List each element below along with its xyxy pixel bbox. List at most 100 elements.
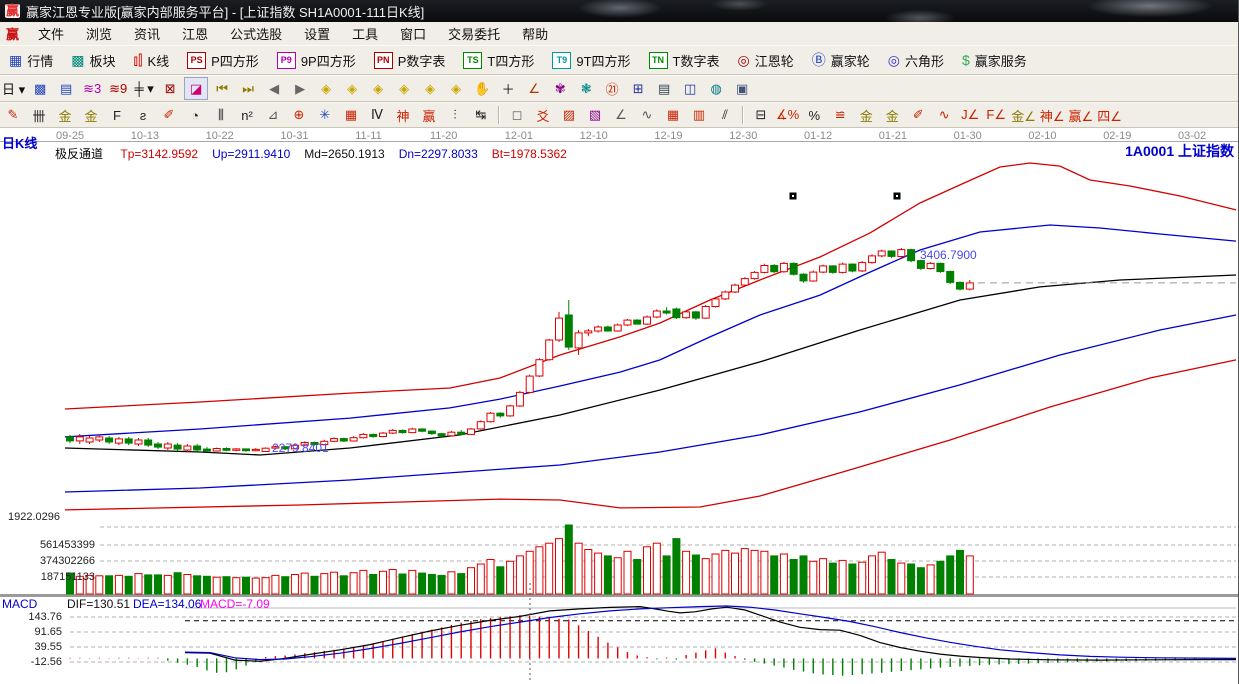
hash-ruler-tool[interactable]: 卌 <box>32 108 46 124</box>
gann-frame-button[interactable]: ⊠ <box>164 80 176 96</box>
zoom-right-button[interactable]: ◈ <box>347 80 358 96</box>
memo-button[interactable]: ▤ <box>657 80 671 96</box>
red-grid-tool[interactable]: ▦ <box>666 107 680 122</box>
wave-9-button[interactable]: ≋9 <box>109 80 128 96</box>
n-squared-tool[interactable]: n² <box>241 107 253 123</box>
gann-shape-button[interactable]: ✾ <box>554 80 566 96</box>
gann-wheel-button[interactable]: ◎ 江恩轮 <box>728 48 802 72</box>
span-arrow-tool[interactable]: ↹ <box>475 107 487 122</box>
trend-angle-tool[interactable]: ∠ <box>615 107 627 122</box>
cycle-shape-button[interactable]: ❃ <box>580 80 592 96</box>
calendar-button[interactable]: ㉑ <box>605 82 619 97</box>
wave-3-button[interactable]: ≋3 <box>83 80 102 96</box>
grid-target-tool[interactable]: ▦ <box>344 107 358 122</box>
fit-screen-button[interactable]: ◈ <box>451 80 462 96</box>
crosshair-button[interactable]: ＋ <box>501 82 515 97</box>
shen-angle-tool[interactable]: 神∠ <box>1039 108 1065 124</box>
zigzag-tool[interactable]: ∿ <box>641 107 653 122</box>
prev-bar-button[interactable]: ◀ <box>269 80 280 96</box>
curve-overlay-button[interactable]: ▩ <box>33 80 47 96</box>
target-circle-tool[interactable]: ⊕ <box>293 107 305 122</box>
wave-overlay-tool[interactable]: ∿ <box>938 107 950 122</box>
candle-style-dropdown[interactable]: ╪ ▾ <box>134 80 154 96</box>
9p-square-button[interactable]: P9 9P四方形 <box>268 48 365 72</box>
last-bar-button[interactable]: ⏭ <box>242 80 254 96</box>
angle-percent-tool[interactable]: ∡% <box>776 107 800 122</box>
gold-circle-tool[interactable]: 金 <box>859 108 873 124</box>
winner-wheel-button[interactable]: Ⓑ 赢家轮 <box>803 48 879 72</box>
remote-pc-button[interactable]: ▣ <box>735 80 749 96</box>
menu-news[interactable]: 资讯 <box>134 27 161 42</box>
expand-all-button[interactable]: ◈ <box>425 80 436 96</box>
percent-tool[interactable]: % <box>808 107 820 123</box>
gold-ruler-2-tool[interactable]: 金 <box>84 108 98 124</box>
mirror-line-tool[interactable]: ⊿ <box>267 107 279 122</box>
kv-mark-tool[interactable]: Ⅳ <box>371 107 383 122</box>
expand-horizontal-button[interactable]: ◈ <box>373 80 384 96</box>
red-grid-2-tool[interactable]: ▥ <box>692 107 706 122</box>
j-angle-tool[interactable]: J∠ <box>961 107 980 122</box>
menu-browse[interactable]: 浏览 <box>86 27 113 42</box>
info-list-button[interactable]: ▤ <box>59 80 73 96</box>
marker-pen-tool[interactable]: ✐ <box>163 107 175 122</box>
web-update-button[interactable]: ◍ <box>710 80 722 96</box>
parallel-lines-tool[interactable]: ⫽ <box>722 107 728 122</box>
first-bar-button[interactable]: ⏮ <box>216 80 228 96</box>
pan-hand-button[interactable]: ✋ <box>474 80 491 96</box>
menu-settings[interactable]: 设置 <box>304 27 331 42</box>
volume-bar <box>212 576 221 595</box>
p-square-button[interactable]: PS P四方形 <box>178 48 268 72</box>
t-number-table-button[interactable]: TN T数字表 <box>640 48 729 72</box>
shen-lines-tool[interactable]: 神 <box>396 108 410 124</box>
menu-file[interactable]: 文件 <box>38 27 65 42</box>
date-tick-label: 12-10 <box>579 130 608 142</box>
p-number-table-button[interactable]: PN P数字表 <box>365 48 455 72</box>
zoom-left-button[interactable]: ◈ <box>321 80 332 96</box>
period-dropdown[interactable]: 日 ▾ <box>2 82 26 97</box>
kline-button[interactable]: ⫾⫿ K线 <box>125 48 179 72</box>
menu-gann[interactable]: 江恩 <box>182 27 209 42</box>
fan-square-tool[interactable]: ▧ <box>588 107 602 122</box>
gold-ruler-1-tool[interactable]: 金 <box>58 108 72 124</box>
hexagon-icon: ◎ <box>887 52 900 68</box>
gold-angle-tool[interactable]: 金∠ <box>1011 108 1036 124</box>
count-ruler-tool[interactable]: ⫶ <box>453 107 457 122</box>
menu-tools[interactable]: 工具 <box>352 27 379 42</box>
f-angle-tool[interactable]: F∠ <box>986 107 1007 122</box>
ying-lines-tool[interactable]: 赢 <box>422 108 436 124</box>
9t-square-button[interactable]: T9 9T四方形 <box>543 48 639 72</box>
calculator-button[interactable]: ⊞ <box>632 80 644 96</box>
fan-box-tool[interactable]: ▨ <box>562 107 576 122</box>
menu-formula-stock-pick[interactable]: 公式选股 <box>230 27 283 42</box>
winner-service-button[interactable]: $ 赢家服务 <box>953 48 1036 72</box>
starburst-tool[interactable]: ✳ <box>319 107 331 122</box>
ying-angle-tool[interactable]: 赢∠ <box>1068 108 1094 124</box>
gold-bars-tool[interactable]: 金 <box>885 108 899 124</box>
save-button[interactable]: ◫ <box>683 80 697 96</box>
t-square-button[interactable]: TS T四方形 <box>454 48 543 72</box>
fan-lines-tool[interactable]: 爻 <box>536 108 550 124</box>
menu-window[interactable]: 窗口 <box>400 27 427 42</box>
f-ruler-tool[interactable]: F <box>113 107 121 123</box>
quotes-button[interactable]: ▦ 行情 <box>0 48 62 72</box>
volume-bar <box>281 576 290 595</box>
dollar-icon: $ <box>961 52 970 68</box>
spiral-tool[interactable]: ƨ <box>139 107 147 123</box>
panel-chart-button[interactable]: ◪ <box>184 77 209 100</box>
dense-ruler-tool[interactable]: ⫼ <box>218 107 224 122</box>
brush-tool[interactable]: ✎ <box>7 107 19 122</box>
flag-pen-tool[interactable]: ✐ <box>912 107 924 122</box>
next-bar-button[interactable]: ▶ <box>295 80 306 96</box>
chart-canvas[interactable] <box>0 128 1239 684</box>
si-angle-tool[interactable]: 四∠ <box>1097 108 1122 124</box>
menu-trade-order[interactable]: 交易委托 <box>448 27 501 42</box>
hexagon-button[interactable]: ◎ 六角形 <box>879 48 953 72</box>
circle-ruler-tool[interactable]: ◔ <box>191 107 199 123</box>
sectors-button[interactable]: ▩ 板块 <box>62 48 124 72</box>
angle-measure-button[interactable]: ∠ <box>528 80 540 96</box>
compress-horizontal-button[interactable]: ◈ <box>399 80 410 96</box>
box-frame-tool[interactable]: ◻ <box>511 107 523 122</box>
menu-help[interactable]: 帮助 <box>522 27 549 42</box>
scale-bars-tool[interactable]: ⊟ <box>755 107 767 122</box>
percent-line-tool[interactable]: ≌ <box>834 107 846 122</box>
